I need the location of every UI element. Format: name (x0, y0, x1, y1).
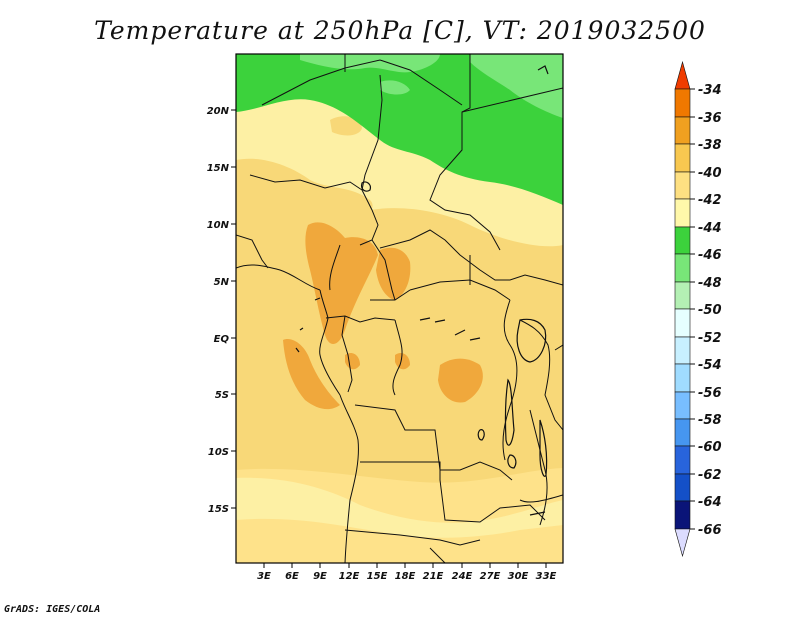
map-title: Temperature at 250hPa [C], VT: 201903250… (94, 16, 706, 45)
lat-label: 10N (207, 220, 230, 231)
colorbar-segment (674, 88, 691, 118)
colorbar-label: -38 (698, 138, 722, 153)
field-north-46-b (470, 54, 563, 118)
lon-label: 33E (536, 571, 557, 582)
river-marks-a (419, 317, 446, 323)
lake-malawi (539, 419, 548, 477)
colorbar-segment (674, 418, 691, 447)
colorbar-segment (674, 500, 691, 530)
borders (236, 54, 563, 563)
field-north-40-a (236, 158, 373, 221)
lake-tanganyika (504, 378, 515, 446)
colorbar-label: -42 (698, 193, 722, 208)
lake-victoria (516, 318, 547, 363)
lake-small-a (477, 429, 485, 441)
colorbar-label: -54 (698, 358, 722, 373)
lat-label: EQ (214, 334, 230, 345)
lake-mweru (507, 454, 517, 469)
coast-islands (295, 297, 321, 353)
colorbar-label: -62 (698, 468, 722, 483)
colorbar-segment (674, 336, 691, 365)
lon-label: 3E (257, 571, 271, 582)
colorbar-label: -56 (698, 386, 722, 401)
colorbar-label: -64 (698, 495, 722, 510)
field-north-46-a (300, 54, 440, 73)
field-north-40-b (330, 116, 362, 136)
colorbar-label: -50 (698, 303, 722, 318)
colorbar-segment (674, 253, 691, 283)
colorbar-top-triangle (674, 60, 691, 90)
colorbar-label: -46 (698, 248, 722, 263)
colorbar-label: -44 (698, 221, 722, 236)
lon-label: 30E (508, 571, 529, 582)
lat-label: 15S (208, 504, 229, 515)
field-38-small (395, 353, 410, 370)
island-north (537, 65, 549, 75)
colorbar-segment (674, 391, 691, 420)
temperature-field (236, 54, 563, 563)
lake-chad (361, 181, 371, 192)
colorbar-label: -60 (698, 440, 722, 455)
colorbar-label: -66 (698, 523, 722, 538)
lat-label: 5N (214, 277, 230, 288)
colorbar-segment (674, 308, 691, 338)
field-north-46-c (380, 80, 410, 95)
lon-label: 27E (480, 571, 501, 582)
lat-axis: 20N 15N 10N 5N EQ 5S 10S 15S (207, 106, 236, 515)
lon-label: 9E (313, 571, 327, 582)
lon-label: 15E (367, 571, 388, 582)
field-south-edge (236, 518, 563, 563)
colorbar-segment (674, 198, 691, 228)
field-38-east (438, 358, 483, 403)
colorbar-segment (674, 171, 691, 200)
lon-label: 18E (395, 571, 416, 582)
colorbar-label: -52 (698, 331, 722, 346)
lake-kariba (529, 511, 546, 516)
colorbar-segment (674, 363, 691, 393)
river-marks-b (454, 329, 481, 341)
field-38-southwest (283, 339, 340, 410)
colorbar-bottom-triangle (674, 528, 691, 558)
lat-label: 20N (207, 106, 230, 117)
lon-label: 6E (285, 571, 299, 582)
colorbar-label: -40 (698, 166, 722, 181)
colorbar-segment (674, 143, 691, 173)
colorbar-segment (674, 226, 691, 255)
credit-text: GrADS: IGES/COLA (4, 604, 101, 615)
colorbar: -34 -36 -38 -40 -42 -44 -46 -48 -50 -52 -54 -56 -58 -… (674, 60, 722, 558)
colorbar-segment (674, 445, 691, 475)
lakes (295, 65, 549, 516)
lon-axis: 3E 6E 9E 12E 15E 18E 21E 24E 27E 30E 33E (257, 563, 557, 582)
lon-label: 24E (452, 571, 473, 582)
colorbar-label: -48 (698, 276, 722, 291)
lon-label: 21E (423, 571, 444, 582)
lat-label: 5S (215, 390, 229, 401)
colorbar-label: -58 (698, 413, 722, 428)
colorbar-label: -36 (698, 111, 722, 126)
colorbar-segment (674, 116, 691, 145)
lat-label: 15N (207, 163, 230, 174)
map-frame (235, 53, 564, 564)
colorbar-segment (674, 281, 691, 310)
field-north-44 (236, 54, 563, 205)
field-38-center (376, 247, 411, 300)
colorbar-label: -34 (698, 83, 722, 98)
colorbar-segment (674, 473, 691, 502)
field-38-west (305, 222, 378, 345)
lat-label: 10S (208, 447, 229, 458)
lon-label: 12E (339, 571, 360, 582)
